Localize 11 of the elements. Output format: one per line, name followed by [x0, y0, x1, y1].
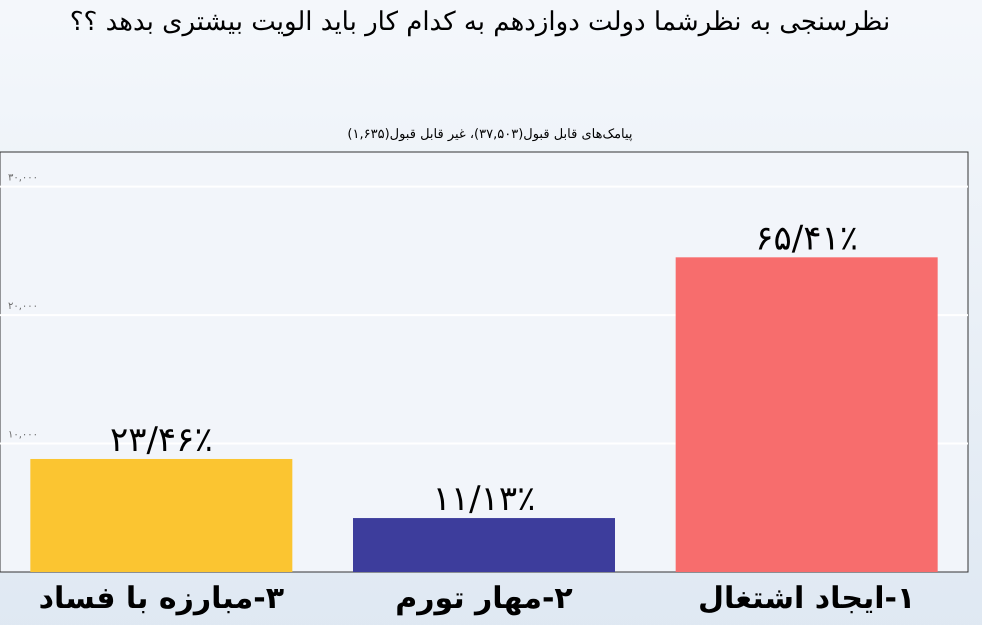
chart-title: نظرسنجی به نظرشما دولت دوازدهم به کدام کار باید الویت بیشتری بدهد ؟؟: [68, 7, 892, 37]
chart-subtitle: پیامک‌های قابل قبول(۳۷,۵۰۳)، غیر قابل قبول(۱,۶۳۵): [347, 127, 633, 142]
y-tick-label: ۲۰,۰۰۰: [8, 301, 38, 312]
y-tick-label: ۱۰,۰۰۰: [8, 430, 38, 441]
x-tick-label: ۳-مبارزه با فساد: [38, 581, 284, 616]
x-tick-label: ۲-مهار تورم: [395, 581, 573, 616]
x-tick-label: ۱-ایجاد اشتغال: [698, 581, 916, 616]
y-tick-label: ۳۰,۰۰۰: [8, 172, 38, 184]
data-label: ۱۱/۱۳٪: [432, 479, 536, 520]
data-label: ۲۳/۴۶٪: [110, 420, 213, 460]
data-label: ۶۵/۴۱٪: [755, 218, 858, 258]
